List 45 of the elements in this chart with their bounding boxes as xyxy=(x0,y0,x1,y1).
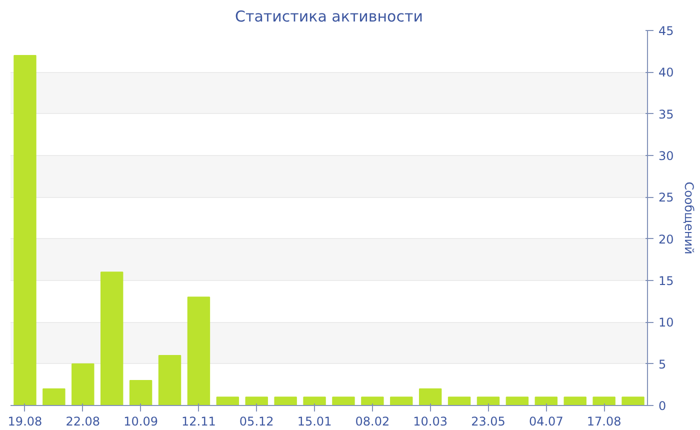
bar xyxy=(216,396,240,406)
bar xyxy=(361,396,384,406)
x-tick-label: 15.01 xyxy=(297,414,332,428)
y-tick-label: 40 xyxy=(658,66,674,80)
y-tick-label: 0 xyxy=(658,399,666,413)
y-tick-label: 45 xyxy=(658,24,674,38)
bar xyxy=(564,396,586,406)
x-tick-label: 19.08 xyxy=(8,414,42,428)
bar xyxy=(129,380,152,406)
y-tick-label: 5 xyxy=(658,357,666,372)
bar xyxy=(245,396,268,406)
bar xyxy=(592,396,616,406)
x-tick-label: 10.03 xyxy=(413,414,448,428)
bar xyxy=(303,396,326,406)
x-tick-label: 12.11 xyxy=(182,414,216,428)
x-tick-label: 17.08 xyxy=(586,414,622,428)
y-tick-label: 10 xyxy=(658,316,674,330)
x-tick-label: 04.07 xyxy=(528,414,564,428)
x-tick-label: 08.02 xyxy=(355,414,390,428)
chart-title: Статистика активности xyxy=(235,8,423,26)
x-tick-label: 22.08 xyxy=(66,414,100,428)
bar xyxy=(448,396,471,406)
bar xyxy=(506,396,529,406)
bar xyxy=(158,355,182,406)
bar xyxy=(476,396,500,406)
bar xyxy=(390,396,413,406)
bar xyxy=(274,396,297,406)
bar xyxy=(332,396,355,406)
y-tick-label: 35 xyxy=(658,107,674,122)
x-tick-label: 05.12 xyxy=(239,414,274,428)
y-tick-label: 25 xyxy=(658,190,674,205)
x-tick-label: 10.09 xyxy=(124,414,158,428)
bar xyxy=(418,388,442,406)
bar xyxy=(14,55,36,406)
bar xyxy=(100,272,124,406)
y-tick-label: 30 xyxy=(658,149,674,163)
x-tick-label: 23.05 xyxy=(471,414,506,428)
bar xyxy=(42,388,66,406)
y-axis-title: Сообщений xyxy=(682,182,696,254)
bar xyxy=(187,296,210,406)
y-tick-label: 15 xyxy=(658,274,674,288)
bar xyxy=(72,363,94,406)
bar xyxy=(534,396,558,406)
bar xyxy=(622,396,644,406)
y-tick-label: 20 xyxy=(658,232,674,246)
